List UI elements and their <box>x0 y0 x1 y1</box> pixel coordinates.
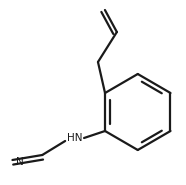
Text: HN: HN <box>67 133 83 143</box>
Text: N: N <box>16 157 24 167</box>
